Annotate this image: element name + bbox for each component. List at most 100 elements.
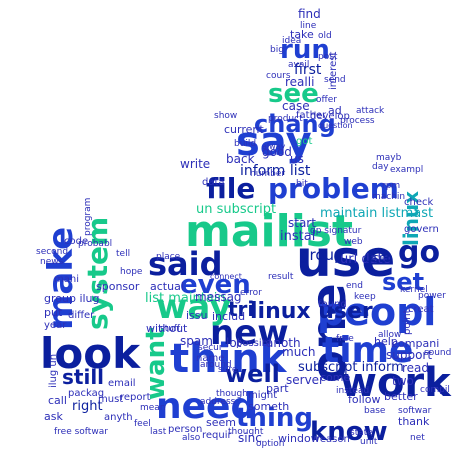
word-first: first: [294, 62, 322, 78]
word-mayb: mayb: [376, 153, 402, 163]
word-possibl: possibl: [236, 338, 271, 349]
word-includ: includ: [212, 310, 245, 323]
word-know: know: [310, 417, 388, 447]
word-peopl: peopl: [317, 290, 436, 334]
word-see: see: [268, 79, 319, 109]
word-feel: feel: [134, 419, 151, 429]
word-good: good: [262, 145, 292, 159]
word-use: use: [296, 230, 395, 288]
word-compil: compil: [420, 385, 450, 395]
word-want: want: [141, 327, 171, 400]
word-list-maintain: list maintain: [145, 291, 226, 306]
word-got: got: [296, 136, 312, 147]
word-gp-signatur: gp signatur: [310, 226, 362, 236]
word-might: might: [248, 390, 277, 401]
word-back: back: [226, 152, 255, 166]
word-person: person: [168, 424, 202, 435]
word-messag: messag: [195, 290, 242, 304]
word-lot: lot: [226, 336, 242, 350]
word-part: part: [266, 382, 289, 395]
word-state: state: [350, 428, 373, 438]
word-thought: thought: [228, 427, 264, 437]
word-connect: connect: [210, 272, 242, 281]
word-way: way: [156, 287, 231, 327]
word-work: work: [340, 360, 452, 406]
word-interest: interest: [328, 52, 339, 90]
word-subscript-inform: subscript inform: [298, 360, 404, 375]
word-send: send: [324, 75, 346, 85]
word-even: even: [180, 270, 251, 300]
word-go: go: [398, 235, 440, 270]
word-web: web: [344, 237, 363, 247]
word-file: file: [206, 172, 255, 205]
word-option: option: [256, 439, 284, 449]
word-rpm: rpm: [382, 181, 400, 191]
word-tell: tell: [116, 249, 130, 259]
word-error: error: [240, 288, 262, 298]
word-case: case: [282, 99, 310, 113]
word-find: find: [298, 7, 321, 21]
word-secur: secur: [198, 343, 223, 353]
word-free: free: [336, 334, 354, 344]
word-allow: allow: [378, 330, 401, 340]
word-product: product: [268, 114, 303, 124]
word-though: though: [216, 389, 248, 399]
word-put: put: [44, 306, 63, 319]
word-server: server: [286, 373, 324, 387]
word-keep: keep: [354, 292, 376, 302]
word-support: support: [386, 348, 432, 362]
word-inform-list: inform list: [240, 163, 311, 179]
word-thing: thing: [236, 403, 313, 433]
word-think: think: [170, 336, 288, 382]
word-current: current: [224, 123, 264, 136]
word-maintain-listmast: maintain listmast: [320, 206, 433, 221]
word-develop: develop: [310, 111, 350, 122]
word-day: day: [372, 162, 389, 172]
word-machin: machin: [372, 192, 405, 202]
word-say: say: [236, 119, 312, 165]
word-ad: ad: [328, 104, 342, 117]
word-ilug-un: ilug un: [48, 354, 59, 388]
word-run: run: [280, 35, 330, 65]
word-cours: cours: [266, 71, 291, 81]
word-un-subscript: un subscript: [196, 202, 276, 217]
word-bit: bit: [296, 179, 308, 189]
word-around: around: [200, 360, 232, 370]
word-sure: sure: [218, 365, 238, 375]
word-someth: someth: [248, 400, 289, 413]
word-email: email: [108, 378, 136, 389]
word-program: program: [83, 198, 93, 236]
word-report: report: [120, 392, 151, 403]
word-result: result: [268, 272, 294, 282]
word-power: power: [418, 291, 446, 301]
word-mailist: mailist: [185, 206, 353, 257]
word-problem: problem: [268, 172, 399, 205]
word-father: father: [296, 110, 327, 121]
word-softwar: softwar: [398, 406, 432, 416]
word-data: data: [202, 177, 225, 188]
word-start: start: [288, 216, 316, 230]
word-said: said: [148, 245, 223, 283]
word-differ: differ: [68, 310, 95, 321]
word-build: build: [234, 139, 256, 149]
word-group: group: [300, 246, 344, 264]
word-ask: ask: [44, 410, 63, 423]
word-issu: issu: [186, 309, 208, 322]
word-instead: instead: [336, 386, 369, 396]
word-anyth: anyth: [104, 412, 133, 423]
word-avail: avail: [288, 60, 309, 70]
word-kernel: kernel: [400, 285, 428, 295]
word-requir: requir: [202, 430, 233, 441]
word-code: code: [64, 236, 88, 247]
word-reason: reason: [316, 434, 350, 445]
word-number: number: [250, 169, 285, 179]
word-linux: linux: [399, 191, 423, 246]
word-offer: offer: [316, 95, 337, 105]
word-show: show: [214, 111, 237, 121]
word-well: well: [225, 360, 280, 388]
word-call: call: [48, 394, 67, 407]
word-seem: seem: [206, 416, 236, 429]
word-alway: alway: [262, 142, 286, 151]
word-hope: hope: [120, 267, 143, 277]
word-without: without: [146, 322, 188, 335]
